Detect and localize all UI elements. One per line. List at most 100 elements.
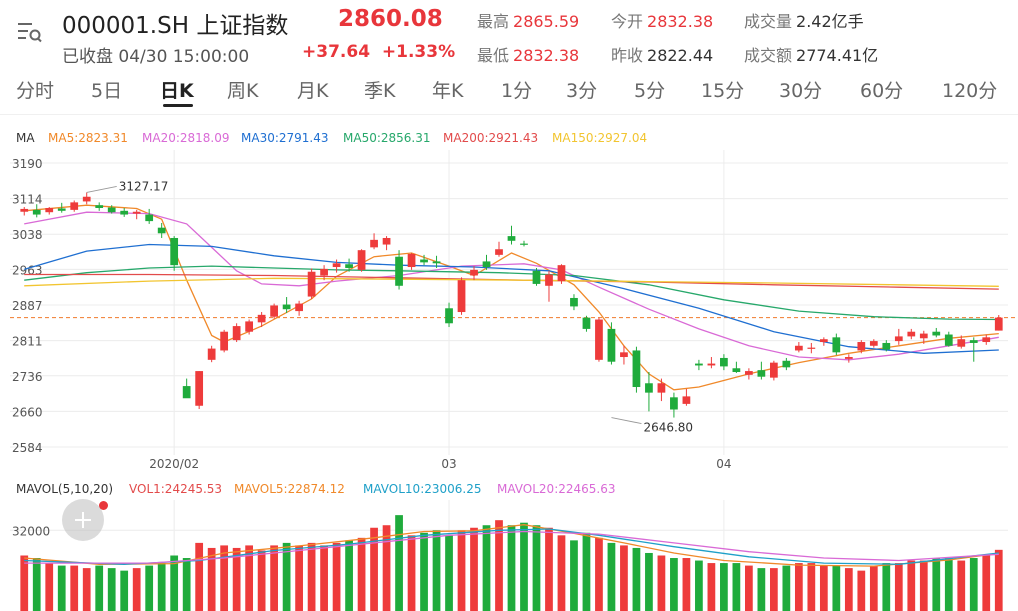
volume-bar: [782, 565, 791, 611]
candle-body: [32, 209, 41, 215]
candle-body: [495, 249, 503, 255]
date-tick-label: 03: [441, 457, 456, 471]
menu-icon[interactable]: [14, 18, 44, 48]
volume-bar: [832, 565, 841, 611]
candle-body: [345, 264, 353, 268]
candle-body: [645, 383, 653, 393]
volume-bar: [320, 545, 328, 611]
candle-body: [245, 321, 254, 332]
candle-body: [207, 348, 216, 360]
candle-body: [682, 396, 691, 404]
volume-bar: [632, 547, 641, 611]
tab-item[interactable]: 15分: [701, 80, 745, 102]
stat-item: 今开 2832.38: [611, 8, 713, 32]
change-percent: +1.33%: [381, 42, 456, 62]
tab-item[interactable]: 月K: [297, 80, 329, 102]
tab-item[interactable]: 年K: [432, 80, 464, 102]
volume-bar: [657, 555, 666, 611]
legend-item: MAVOL20:22465.63: [497, 482, 616, 496]
volume-bar: [107, 568, 116, 611]
stat-label: 成交量: [744, 12, 793, 31]
tab-item[interactable]: 日K: [160, 80, 194, 102]
candle-body: [620, 352, 628, 358]
candle-body: [595, 319, 603, 360]
tab-item[interactable]: 120分: [942, 80, 998, 102]
volume-bar: [907, 560, 916, 611]
price-tick-label: 3190: [12, 157, 43, 171]
candle-body: [695, 363, 703, 366]
candle-body: [670, 397, 678, 410]
market-status: 已收盘 04/30 15:00:00: [62, 47, 250, 67]
volume-bar: [545, 527, 553, 611]
candle-body: [432, 261, 441, 264]
candle-body: [919, 333, 928, 339]
volume-bar: [257, 550, 266, 611]
volume-bar: [645, 552, 653, 611]
candle-body: [782, 360, 791, 368]
add-button[interactable]: [62, 499, 104, 541]
candle-body: [882, 342, 891, 350]
candle-body: [157, 227, 166, 234]
volume-bar: [95, 565, 104, 611]
volume-bar: [757, 568, 766, 611]
legend-item: MA200:2921.43: [443, 131, 539, 145]
price-annotation: 3127.17: [119, 179, 169, 193]
volume-bar: [420, 532, 428, 611]
stat-item: 成交量 2.42亿手: [744, 8, 864, 32]
tab-item[interactable]: 分时: [16, 80, 55, 102]
tab-item[interactable]: 季K: [364, 80, 396, 102]
tab-item[interactable]: 周K: [227, 80, 259, 102]
candle-body: [45, 207, 54, 213]
legend-item: MAVOL10:23006.25: [363, 482, 482, 496]
candle-body: [819, 339, 828, 343]
volume-bar: [120, 570, 129, 611]
candle-body: [894, 336, 903, 342]
volume-bar: [482, 525, 491, 611]
tab-item[interactable]: 5日: [91, 80, 123, 102]
candle-body: [107, 207, 116, 213]
legend-item: MA5:2823.31: [48, 131, 128, 145]
candle-body: [57, 208, 66, 211]
legend-item: MAVOL5:22874.12: [234, 482, 345, 496]
stat-value: 2865.59: [513, 12, 580, 31]
volume-bar: [607, 542, 616, 611]
stat-value: 2832.38: [647, 12, 714, 31]
stat-label: 成交额: [744, 46, 793, 65]
tab-item[interactable]: 3分: [566, 80, 598, 102]
tabs-divider: [0, 114, 1018, 115]
candle-body: [570, 297, 578, 307]
volume-bar: [132, 568, 141, 611]
candle-body: [70, 202, 79, 210]
price-tick-label: 2660: [12, 405, 43, 419]
volume-bar: [220, 545, 229, 611]
candle-body: [844, 357, 853, 359]
volume-bar: [157, 563, 166, 611]
candle-body: [607, 328, 616, 362]
volume-bar: [794, 563, 803, 611]
tab-item[interactable]: 30分: [779, 80, 823, 102]
legend-item: MA20:2818.09: [142, 131, 230, 145]
legend-item: MAVOL(5,10,20): [16, 482, 114, 496]
candle-body: [307, 271, 316, 297]
volume-bar: [32, 558, 41, 611]
candle-body: [957, 339, 966, 347]
tab-item[interactable]: 1分: [501, 80, 533, 102]
stat-label: 最高: [477, 12, 510, 31]
stat-item: 最低 2832.38: [477, 42, 579, 66]
stat-label: 最低: [477, 46, 510, 65]
volume-bar: [82, 568, 91, 611]
candle-body: [994, 317, 1003, 331]
ma-line-ma150: [24, 277, 999, 287]
candle-body: [632, 350, 641, 388]
tab-item[interactable]: 60分: [860, 80, 904, 102]
tab-item[interactable]: 5分: [634, 80, 666, 102]
candle-body: [295, 303, 303, 312]
volume-bar: [395, 515, 403, 611]
volume-bar: [532, 525, 541, 611]
volume-bar: [57, 565, 66, 611]
volume-bar: [944, 558, 953, 611]
volume-bar: [307, 542, 316, 611]
volume-bar: [70, 565, 79, 611]
candle-body: [120, 210, 129, 215]
